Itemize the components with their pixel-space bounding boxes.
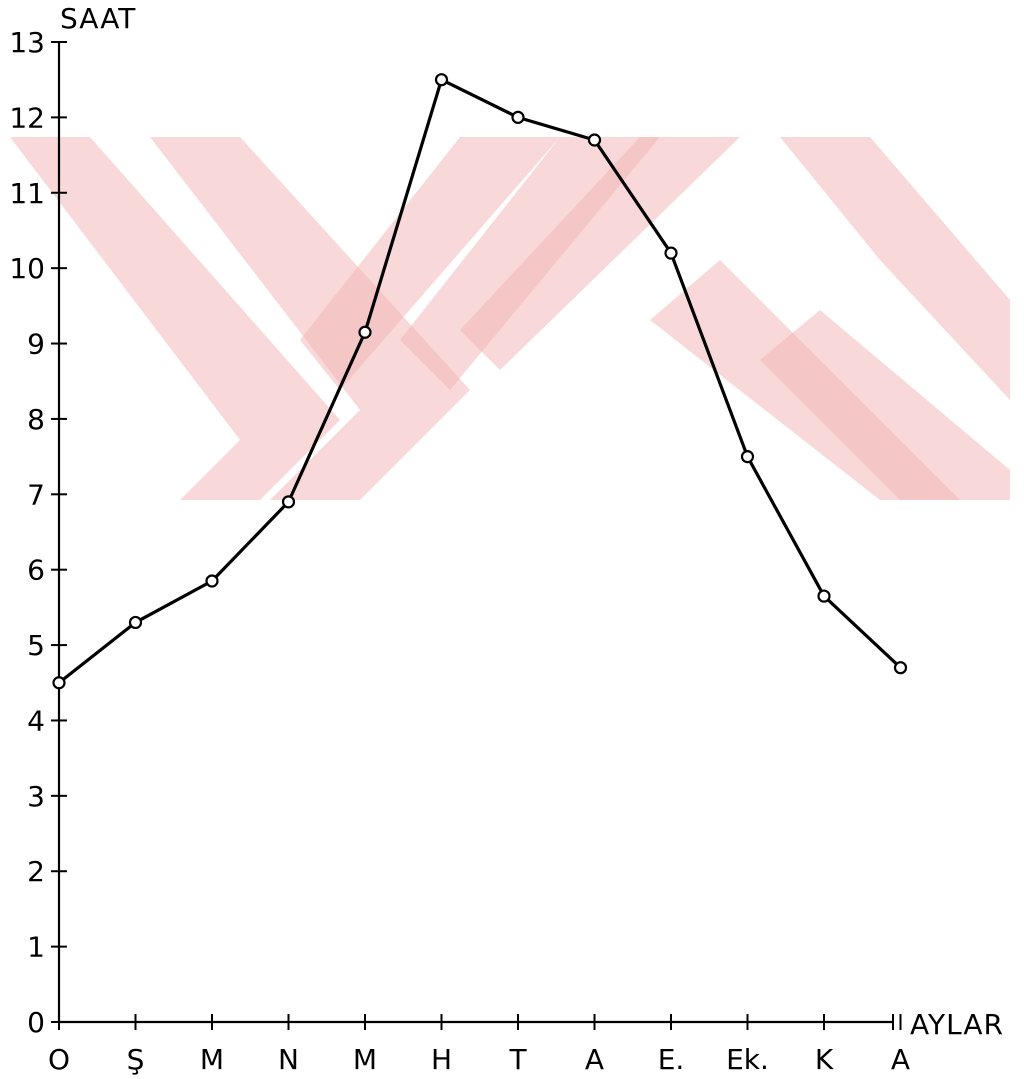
x-tick-label: M <box>353 1043 377 1076</box>
data-point <box>434 73 449 87</box>
data-point <box>52 676 66 690</box>
x-tick-label: M <box>200 1043 224 1076</box>
series-line <box>58 78 902 685</box>
x-tick-label: A <box>891 1043 910 1076</box>
y-tick-label: 8 <box>27 403 45 436</box>
x-axis-ticks: O Ş M N M H T A E. Ek. K A <box>48 1014 910 1076</box>
data-point <box>281 495 296 509</box>
x-tick-label: H <box>431 1043 452 1076</box>
data-point <box>358 325 372 339</box>
y-tick-label: 7 <box>27 478 45 511</box>
y-tick-label: 4 <box>27 704 45 737</box>
data-point <box>511 110 525 124</box>
x-axis-title: AYLAR <box>910 1008 1004 1041</box>
data-point <box>893 661 908 675</box>
series-markers <box>52 73 908 690</box>
y-tick-label: 0 <box>27 1006 45 1039</box>
y-tick-label: 13 <box>9 26 45 59</box>
x-tick-label: K <box>815 1043 834 1076</box>
y-tick-label: 9 <box>27 328 45 361</box>
y-tick-label: 6 <box>27 554 45 587</box>
x-tick-label: T <box>508 1043 527 1076</box>
x-tick-label: O <box>48 1043 70 1076</box>
x-tick-label: N <box>278 1043 299 1076</box>
y-tick-label: 12 <box>9 101 45 134</box>
data-point <box>817 589 831 603</box>
y-tick-label: 5 <box>27 629 45 662</box>
y-tick-label: 10 <box>9 252 45 285</box>
y-tick-label: 3 <box>27 780 45 813</box>
x-tick-label: A <box>585 1043 604 1076</box>
y-axis-title: SAAT <box>60 2 136 35</box>
x-tick-label: Ş <box>127 1043 145 1076</box>
data-point <box>664 246 678 260</box>
y-tick-label: 1 <box>27 931 45 964</box>
y-tick-label: 11 <box>9 177 45 210</box>
data-point <box>587 133 602 147</box>
data-point <box>128 615 143 630</box>
watermark <box>10 137 1010 500</box>
data-point <box>740 450 755 464</box>
y-tick-label: 2 <box>27 855 45 888</box>
x-tick-label: Ek. <box>726 1043 769 1076</box>
x-tick-label: E. <box>658 1043 685 1076</box>
data-point <box>205 574 219 588</box>
